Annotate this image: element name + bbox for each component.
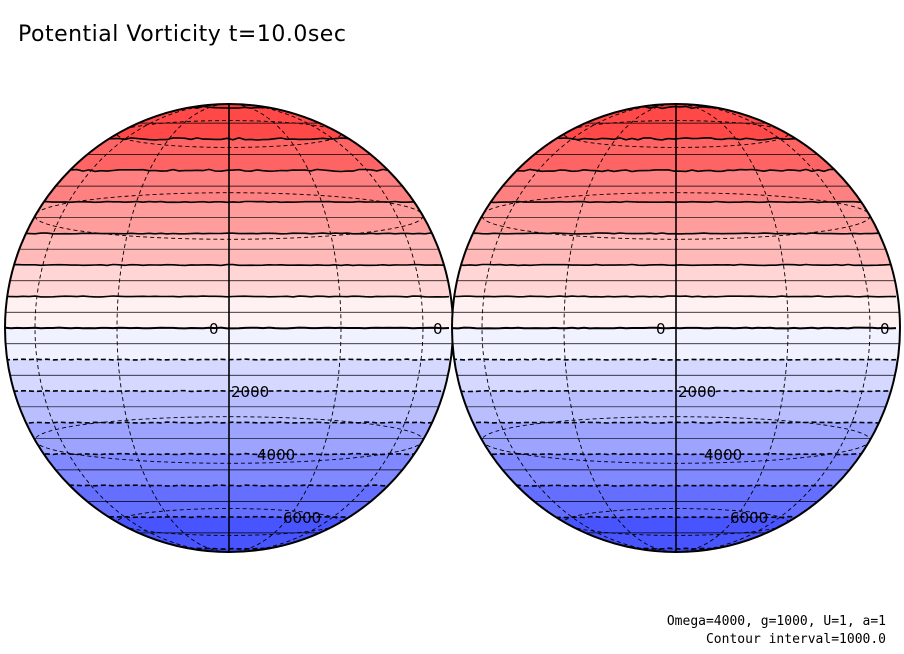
params-note: Omega=4000, g=1000, U=1, a=1: [666, 614, 886, 629]
globe-right: [452, 104, 900, 552]
pv-contour-3000: [5, 232, 450, 235]
pv-contour-5000: [452, 168, 897, 173]
pv-contour-2000: [5, 263, 450, 267]
pv-contour-1000: [452, 295, 897, 298]
pv-contour-4000: [5, 200, 450, 204]
contour-label: 4000: [704, 446, 742, 464]
contour-label: 4000: [257, 446, 295, 464]
contour-label: 2000: [678, 383, 716, 401]
pv-band: [5, 548, 453, 552]
pv-contour--3000: [5, 421, 450, 424]
pv-contour--1000: [452, 358, 897, 361]
pv-band: [452, 548, 900, 552]
meridian: [563, 104, 789, 552]
contour-label: 0: [209, 320, 219, 338]
pv-contour--4000: [452, 452, 896, 456]
contour-label: 6000: [283, 509, 321, 527]
pv-contour--3000: [452, 421, 897, 424]
pv-contour--5000: [5, 484, 450, 487]
meridian: [481, 104, 871, 552]
figure-title: Potential Vorticity t=10.0sec: [18, 22, 347, 47]
contour-label: 0: [656, 320, 666, 338]
pv-contour--2000: [452, 389, 897, 393]
pv-contour-0: [5, 326, 450, 330]
contour-label: 6000: [730, 509, 768, 527]
pv-contour-5000: [5, 168, 450, 173]
pv-contour--2000: [5, 389, 450, 393]
globe-outline: [451, 103, 901, 553]
pv-contour-3000: [452, 232, 897, 235]
pv-contour--1000: [5, 358, 450, 361]
pv-contour-4000: [452, 200, 897, 204]
pv-contour-1000: [5, 295, 450, 298]
pv-contour--5000: [452, 484, 897, 487]
contour-label: 0: [880, 320, 890, 338]
globe-left: [5, 104, 453, 552]
pv-contour-2000: [452, 263, 897, 267]
contour-interval-note: Contour interval=1000.0: [705, 632, 886, 647]
pv-contour--4000: [5, 452, 449, 456]
meridian: [116, 104, 342, 552]
contour-label: 2000: [231, 383, 269, 401]
contour-label: 0: [433, 320, 443, 338]
meridian: [34, 104, 424, 552]
pv-contour-0: [452, 326, 897, 330]
